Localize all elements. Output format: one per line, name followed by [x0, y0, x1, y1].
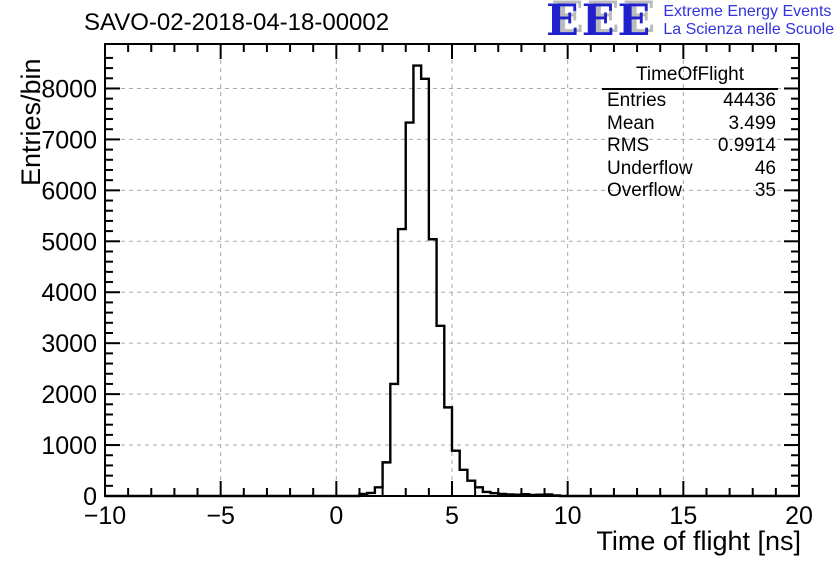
x-tick-label: 10 — [554, 502, 582, 530]
eee-logo-line2: La Scienza nelle Scuole — [663, 21, 835, 38]
y-axis-title: Entries/bin — [16, 58, 46, 186]
stats-value: 46 — [754, 157, 776, 179]
stats-row: RMS 0.9914 — [602, 135, 778, 158]
stats-label: Entries — [607, 90, 667, 111]
stats-row: Mean 3.499 — [602, 113, 778, 136]
stats-box: TimeOfFlight Entries 44436 Mean 3.499 RM… — [602, 63, 778, 203]
y-tick-label: 7000 — [41, 126, 97, 154]
stats-label: Overflow — [607, 180, 682, 202]
histogram-line — [105, 64, 799, 498]
y-tick-label: 5000 — [41, 228, 97, 256]
stats-row: Underflow 46 — [602, 158, 778, 181]
axis-ticks — [104, 44, 800, 497]
axis-tick-labels: −10 −5 0 5 10 15 20 0 1000 2000 3000 4000 5000 6000 70… — [41, 75, 813, 530]
eee-logo-line1: Extreme Energy Events — [663, 3, 832, 20]
stats-value: 3.499 — [728, 112, 776, 134]
eee-logo-text: Extreme Energy Events La Scienza nelle S… — [663, 3, 834, 39]
stats-row: Entries 44436 — [602, 90, 778, 113]
y-tick-label: 3000 — [41, 330, 97, 358]
stats-value: 35 — [754, 180, 776, 202]
x-tick-label: 0 — [329, 502, 343, 530]
stats-label: Underflow — [607, 157, 693, 179]
stats-row: Overflow 35 — [602, 180, 778, 203]
stats-box-title: TimeOfFlight — [602, 63, 778, 90]
y-tick-label: 8000 — [41, 75, 97, 103]
x-axis-title: Time of flight [ns] — [596, 526, 801, 556]
stats-value: 44436 — [723, 90, 776, 111]
x-tick-label: 20 — [785, 502, 813, 530]
stats-value: 0.9914 — [717, 135, 776, 157]
stats-label: RMS — [607, 135, 650, 157]
histogram-outline — [105, 64, 799, 498]
y-tick-label: 4000 — [41, 279, 97, 307]
x-tick-label: −5 — [206, 502, 235, 530]
x-tick-label: 15 — [669, 502, 697, 530]
y-tick-label: 0 — [83, 483, 97, 511]
eee-logo-acronym: EEE — [546, 0, 654, 46]
stats-label: Mean — [607, 112, 655, 134]
eee-logo: EEE Extreme Energy Events La Scienza nel… — [546, 0, 834, 46]
page-title: SAVO-02-2018-04-18-00002 — [84, 9, 390, 36]
y-tick-label: 6000 — [41, 177, 97, 205]
x-tick-label: 5 — [445, 502, 459, 530]
x-tick-label: −10 — [84, 502, 126, 530]
y-tick-label: 2000 — [41, 381, 97, 409]
y-tick-label: 1000 — [41, 432, 97, 460]
